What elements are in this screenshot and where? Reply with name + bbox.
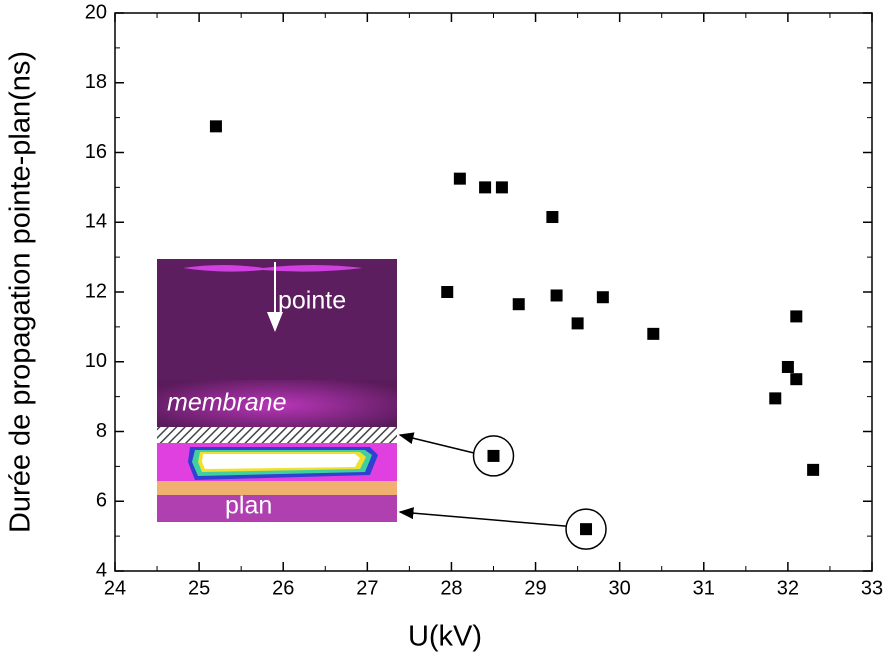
x-tick-label: 24 [104,577,126,599]
y-tick-label: 6 [96,490,107,512]
x-tick-label: 33 [861,577,883,599]
point [479,181,492,194]
point [807,463,820,476]
arrow [398,507,567,527]
x-tick-label: 28 [440,577,462,599]
point [647,327,660,340]
x-tick-label: 27 [356,577,378,599]
highlight-circle [472,435,515,477]
point [453,172,466,185]
highlight-circle [565,508,607,550]
y-tick-label: 10 [85,350,107,372]
point [546,211,559,224]
y-tick-label: 12 [85,280,107,302]
point [790,310,803,323]
point [790,373,803,386]
annotation: pointe [278,287,346,315]
point [209,120,222,133]
y-tick-label: 8 [96,420,107,442]
x-tick-label: 30 [609,577,631,599]
y-tick-label: 20 [85,1,107,23]
point [781,360,794,373]
arrow [398,432,474,454]
point [495,181,508,194]
x-tick-label: 31 [693,577,715,599]
y-tick-label: 14 [85,211,107,233]
y-tick-label: 16 [85,141,107,163]
point [580,523,593,536]
annotation: membrane [167,389,287,417]
point [571,317,584,330]
x-tick-label: 32 [777,577,799,599]
point [550,289,563,302]
y-axis-title: Durée de propagation pointe-plan(ns) [5,51,37,533]
y-tick-label: 18 [85,71,107,93]
x-axis-title: U(kV) [408,621,482,653]
point [596,291,609,304]
point [441,286,454,298]
y-tick-label: 4 [96,559,107,581]
x-tick-label: 26 [272,577,294,599]
x-tick-label: 29 [524,577,546,599]
annotation: plan [225,492,272,520]
inset-image: pointe membrane plan [157,259,397,522]
x-tick-label: 25 [188,577,210,599]
point [769,392,782,405]
point [487,449,500,462]
point [512,298,525,311]
